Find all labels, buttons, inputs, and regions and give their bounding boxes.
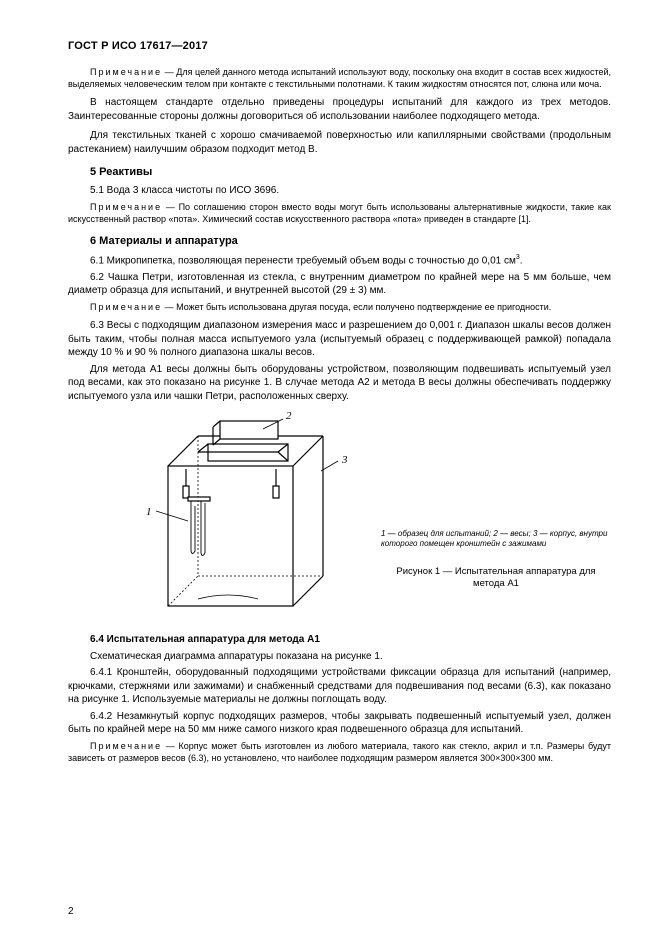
clause-6-2: 6.2 Чашка Петри, изготовленная из стекла… bbox=[68, 271, 611, 298]
note-label: Примечание bbox=[90, 67, 162, 77]
note-label: Примечание bbox=[90, 741, 162, 751]
document-header: ГОСТ Р ИСО 17617—2017 bbox=[68, 40, 611, 52]
note-5: Примечание — По соглашению сторон вместо… bbox=[68, 201, 611, 225]
note-label: Примечание bbox=[90, 302, 162, 312]
page-number: 2 bbox=[68, 906, 74, 917]
clause-6-4-intro: Схематическая диаграмма аппаратуры показ… bbox=[68, 650, 611, 664]
note-text: — Может быть использована другая посуда,… bbox=[162, 302, 551, 312]
note-label: Примечание bbox=[90, 202, 162, 212]
clause-6-3a: 6.3 Весы с подходящим диапазоном измерен… bbox=[68, 319, 611, 360]
section-5-heading: 5 Реактивы bbox=[68, 166, 611, 178]
figure-label-3: 3 bbox=[341, 454, 348, 466]
clause-6-4-2: 6.4.2 Незамкнутый корпус подходящих разм… bbox=[68, 710, 611, 737]
clause-6-3b: Для метода А1 весы должны быть оборудова… bbox=[68, 363, 611, 404]
clause-6-4-1: 6.4.1 Кронштейн, оборудованный подходящи… bbox=[68, 666, 611, 707]
figure-label-1: 1 bbox=[146, 506, 152, 518]
page-container: ГОСТ Р ИСО 17617—2017 Примечание — Для ц… bbox=[0, 0, 661, 935]
figure-1-block: 1 2 3 1 — образец для испытаний; 2 — вес… bbox=[68, 411, 611, 623]
figure-1-caption: Рисунок 1 — Испытательная аппаратура для… bbox=[381, 566, 611, 591]
paragraph-standard-procedures: В настоящем стандарте отдельно приведены… bbox=[68, 96, 611, 123]
note-6-4: Примечание — Корпус может быть изготовле… bbox=[68, 740, 611, 764]
section-6-heading: 6 Материалы и аппаратура bbox=[68, 235, 611, 247]
clause-5-1: 5.1 Вода 3 класса чистоты по ИСО 3696. bbox=[68, 184, 611, 198]
note-6-2: Примечание — Может быть использована дру… bbox=[68, 301, 611, 313]
figure-label-2: 2 bbox=[286, 411, 292, 422]
figure-1-legend: 1 — образец для испытаний; 2 — весы; 3 —… bbox=[381, 529, 611, 550]
note-intro: Примечание — Для целей данного метода ис… bbox=[68, 66, 611, 90]
figure-1-svg: 1 2 3 bbox=[128, 411, 358, 616]
paragraph-method-b: Для текстильных тканей с хорошо смачивае… bbox=[68, 129, 611, 156]
clause-6-1: 6.1 Микропипетка, позволяющая перенести … bbox=[68, 253, 611, 268]
clause-6-4-heading: 6.4 Испытательная аппаратура для метода … bbox=[68, 633, 611, 647]
